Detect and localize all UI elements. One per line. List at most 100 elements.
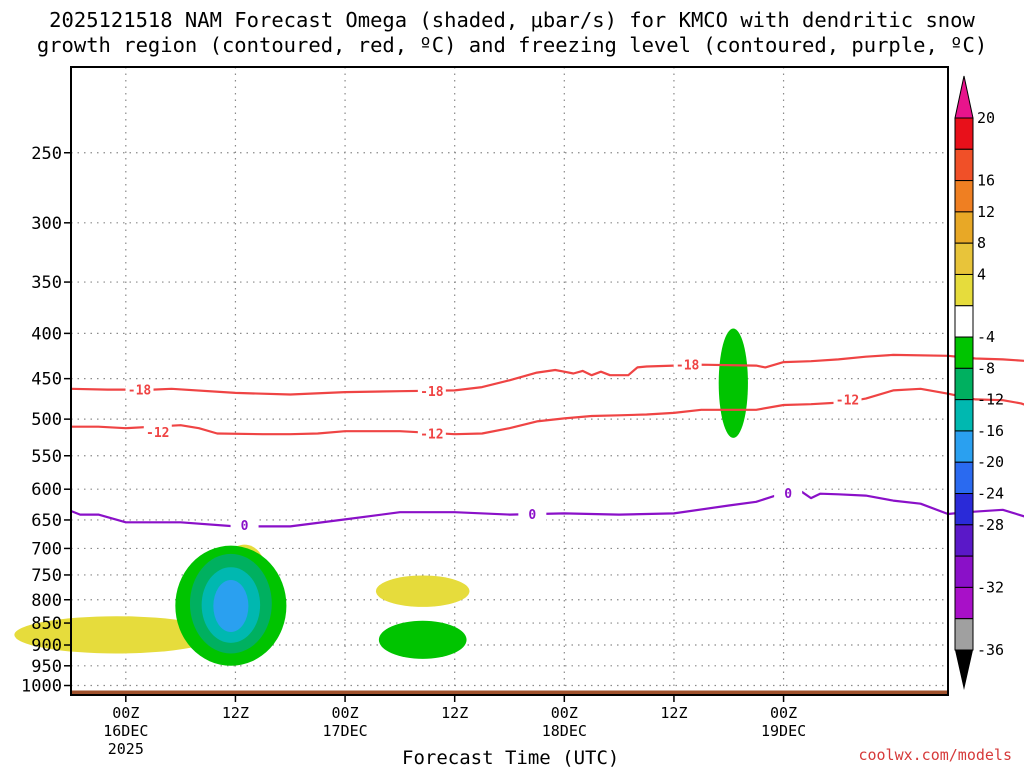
x-tick-label: 12Z [660,704,687,722]
colorbar-segment [954,148,974,182]
credit-text: coolwx.com/models [858,746,1012,764]
y-tick-label: 900 [31,636,62,656]
y-tick-label: 950 [31,657,62,677]
colorbar: 20 16 12 8 4 -4 -8 -12 -16 -20 -24 -28 -32 -36 [954,75,1004,690]
contour-0: 0 0 0 [70,485,1024,534]
colorbar-segment [954,336,974,369]
contour--12: -12 -12 -12 [71,387,1024,442]
colorbar-label: -16 [977,422,1004,440]
colorbar-label: 16 [977,172,995,190]
y-tick-label: 350 [31,273,62,293]
colorbar-segment [954,555,974,588]
y-tick-label: 500 [31,410,62,430]
omega-region [14,616,219,654]
y-tick-label: 850 [31,614,62,634]
omega-region [375,575,470,607]
y-tick-label: 450 [31,370,62,390]
colorbar-label: 12 [977,203,995,221]
colorbar-label: -24 [977,485,1004,503]
colorbar-segment [954,399,974,432]
contour-label-bg [673,356,702,373]
colorbar-label: -28 [977,516,1004,534]
contour-label-bg [230,517,259,534]
contour-label: 0 [784,487,792,502]
colorbar-segment [954,117,974,150]
colorbar-segment [954,461,974,495]
colorbar-segment [954,211,974,244]
colorbar-segment [954,305,974,338]
contour-label: -18 [128,384,152,399]
colorbar-label: -8 [977,359,995,377]
x-tick-label: 12Z [441,704,468,722]
omega-region [718,328,748,438]
y-tick-label: 550 [31,447,62,467]
contour-line [71,387,1024,436]
y-tick-label: 750 [31,566,62,586]
contour-label: -12 [836,393,859,408]
colorbar-segment [954,524,974,557]
contour-label-bg [143,423,172,440]
contour-label-bg [125,381,154,398]
y-axis: 2503003504004505005506006507007508008509… [21,144,71,697]
contour-label-bg [833,391,862,408]
colorbar-segment [954,493,974,526]
contour-label: 0 [528,508,536,523]
y-tick-label: 700 [31,539,62,559]
contour--18: -18 -18 -18 [70,353,1024,400]
colorbar-label: -12 [977,391,1004,409]
contour-label: -18 [676,359,700,374]
colorbar-segment [954,273,974,307]
y-tick-label: 650 [31,511,62,531]
x-tick-label: 00Z [332,704,359,722]
chart-title-line-2: growth region (contoured, red, ºC) and f… [36,33,988,57]
contour-line [70,353,1024,396]
colorbar-top-arrow [954,75,974,119]
contour-label-bg [774,485,803,502]
colorbar-segment [954,586,974,620]
contour-line [70,490,1024,528]
x-tick-date: 16DEC [103,722,148,740]
colorbar-segment [954,367,974,401]
contour-label-bg [417,425,446,442]
y-tick-label: 400 [31,324,62,344]
colorbar-label: -4 [977,328,995,346]
y-tick-label: 600 [31,480,62,500]
x-tick-label: 00Z [770,704,797,722]
x-tick-date: 17DEC [322,722,367,740]
x-tick-date: 18DEC [542,722,587,740]
colorbar-label: 20 [977,109,995,127]
colorbar-label: -20 [977,453,1004,471]
plot-frame [70,66,949,696]
y-tick-label: 800 [31,591,62,611]
x-tick-year: 2025 [108,740,144,758]
y-tick-label: 1000 [21,677,62,697]
colorbar-label: 4 [977,265,986,283]
omega-region [378,620,467,659]
x-tick-date: 19DEC [761,722,806,740]
omega-region [213,580,249,632]
colorbar-label: -36 [977,641,1004,659]
colorbar-bottom-arrow [955,650,973,690]
x-tick-label: 12Z [222,704,249,722]
contour-label: -12 [420,427,443,442]
x-tick-label: 00Z [112,704,139,722]
colorbar-segment [954,430,974,463]
x-axis-label: Forecast Time (UTC) [402,747,620,769]
y-tick-label: 250 [31,144,62,164]
contour-label: 0 [241,519,249,534]
colorbar-segment [954,242,974,275]
contour-label: -12 [146,426,169,441]
colorbar-segment [954,618,974,651]
colorbar-label: 8 [977,234,986,252]
contour-label-bg [417,383,446,400]
chart-title-line-1: 2025121518 NAM Forecast Omega (shaded, μ… [49,8,975,32]
colorbar-label: -32 [977,578,1004,596]
ground-strip [71,690,948,695]
colorbar-segment [954,180,974,213]
grid [71,67,948,695]
contour-label: -18 [420,385,444,400]
y-tick-label: 300 [31,214,62,234]
contour-label-bg [518,506,547,523]
